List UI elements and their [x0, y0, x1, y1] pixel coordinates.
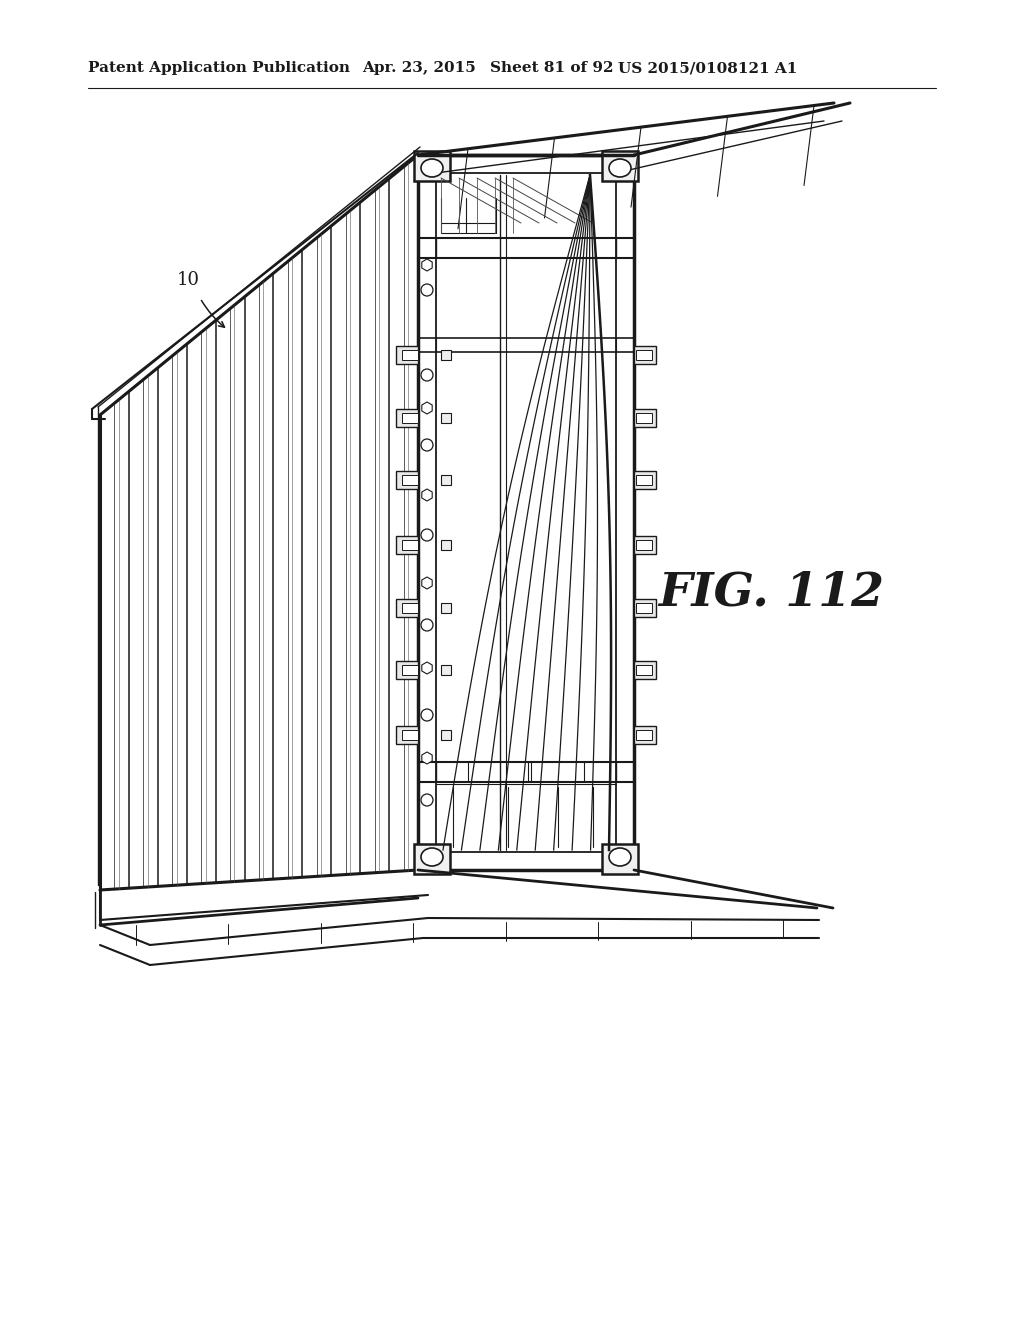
Bar — [441, 540, 451, 550]
Ellipse shape — [421, 795, 433, 807]
Ellipse shape — [421, 440, 433, 451]
Bar — [441, 350, 451, 360]
Ellipse shape — [421, 529, 433, 541]
Polygon shape — [414, 843, 450, 874]
Bar — [402, 475, 418, 484]
Ellipse shape — [609, 158, 631, 177]
Bar — [402, 603, 418, 612]
Ellipse shape — [609, 847, 631, 866]
Bar — [441, 413, 451, 422]
Ellipse shape — [421, 847, 443, 866]
Text: Patent Application Publication: Patent Application Publication — [88, 61, 350, 75]
Bar — [402, 665, 418, 675]
Bar — [441, 665, 451, 675]
Ellipse shape — [421, 709, 433, 721]
Bar — [636, 665, 652, 675]
Bar — [634, 409, 656, 426]
Bar — [636, 603, 652, 612]
Bar — [634, 599, 656, 616]
Bar — [402, 413, 418, 422]
Polygon shape — [602, 150, 638, 181]
Bar — [402, 540, 418, 550]
Bar — [396, 599, 418, 616]
Bar — [402, 730, 418, 741]
Bar — [636, 730, 652, 741]
Bar — [634, 661, 656, 678]
Bar — [396, 346, 418, 364]
Polygon shape — [414, 150, 450, 181]
Bar — [396, 536, 418, 554]
Bar — [636, 475, 652, 484]
Bar — [636, 540, 652, 550]
Ellipse shape — [421, 284, 433, 296]
Bar — [441, 603, 451, 612]
Text: Apr. 23, 2015: Apr. 23, 2015 — [362, 61, 476, 75]
Bar — [634, 536, 656, 554]
Bar — [396, 661, 418, 678]
Bar — [396, 409, 418, 426]
Bar — [634, 471, 656, 488]
Ellipse shape — [421, 619, 433, 631]
Text: 10: 10 — [176, 271, 200, 289]
Ellipse shape — [421, 370, 433, 381]
Bar — [402, 350, 418, 360]
Bar — [396, 726, 418, 744]
Text: FIG. 112: FIG. 112 — [658, 569, 884, 615]
Text: Sheet 81 of 92: Sheet 81 of 92 — [490, 61, 613, 75]
Bar — [634, 346, 656, 364]
Polygon shape — [602, 843, 638, 874]
Bar — [441, 475, 451, 484]
Bar — [396, 471, 418, 488]
Text: US 2015/0108121 A1: US 2015/0108121 A1 — [618, 61, 798, 75]
Ellipse shape — [421, 158, 443, 177]
Bar — [636, 413, 652, 422]
Bar — [636, 350, 652, 360]
Bar — [634, 726, 656, 744]
Bar — [441, 730, 451, 741]
